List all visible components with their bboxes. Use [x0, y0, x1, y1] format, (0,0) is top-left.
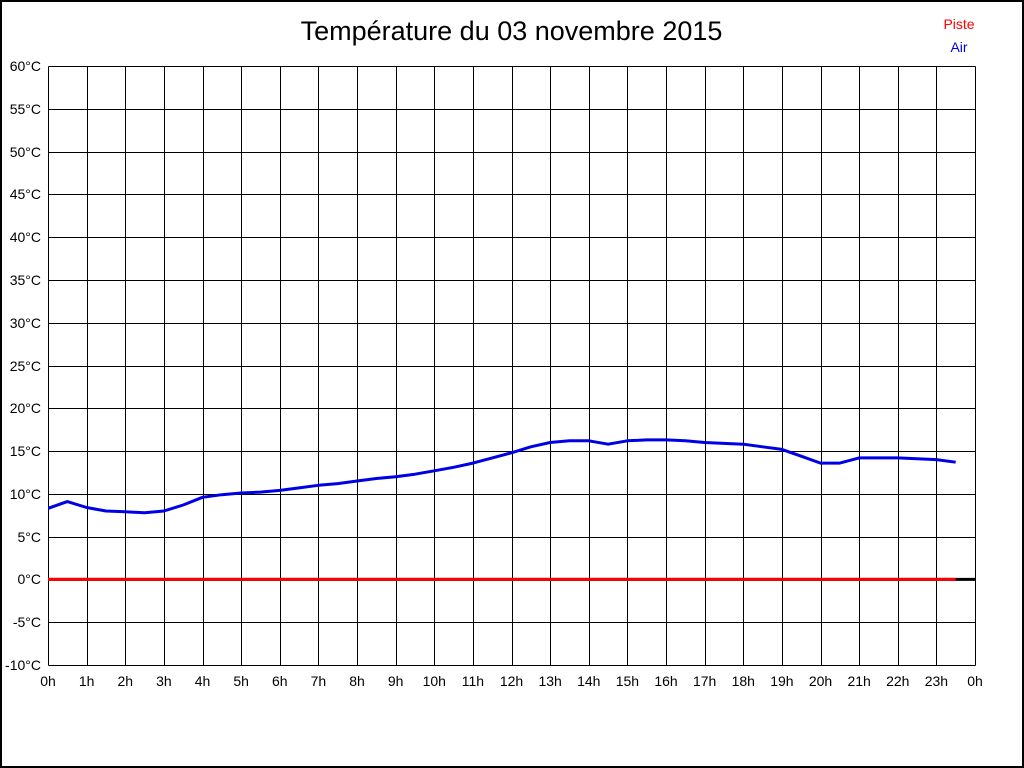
x-tick-label: 19h — [770, 673, 794, 689]
y-tick-label: 60°C — [9, 58, 41, 74]
x-tick-label: 23h — [924, 673, 949, 689]
x-tick-label: 6h — [271, 673, 288, 689]
plot-area — [47, 66, 976, 666]
y-tick-label: -5°C — [12, 614, 41, 631]
y-tick-label: 20°C — [9, 400, 41, 417]
series-air-line — [47, 438, 956, 515]
x-tick-label: 13h — [538, 673, 562, 689]
y-axis-ticks: 60°C 55°C 50°C 45°C 40°C 35°C 30°C 25°C 20°C 15°C… — [0, 0, 44, 768]
x-tick-label: 22h — [886, 673, 910, 689]
grid — [48, 66, 976, 666]
x-tick-label: 0h — [967, 673, 983, 689]
x-axis-ticks: 0h 1h 2h 3h 4h 5h 6h 7h 8h 9h 10h 11h 12h 13h 14h 15h 16… — [0, 672, 1024, 692]
y-tick-label: 45°C — [9, 186, 41, 203]
x-tick-label: 20h — [808, 673, 833, 689]
x-tick-label: 10h — [422, 673, 446, 689]
x-tick-label: 8h — [349, 673, 365, 689]
y-tick-label: 35°C — [9, 271, 41, 288]
x-tick-label: 7h — [310, 673, 327, 689]
x-tick-label: 11h — [461, 673, 485, 689]
x-tick-label: 21h — [847, 673, 871, 689]
x-tick-label: 14h — [577, 673, 601, 689]
y-tick-label: 5°C — [17, 528, 42, 545]
x-tick-label: 4h — [194, 673, 211, 689]
x-tick-label: 9h — [387, 673, 404, 689]
chart-svg — [47, 66, 976, 666]
y-tick-label: 55°C — [9, 100, 41, 117]
chart-title: Température du 03 novembre 2015 — [300, 16, 723, 46]
legend: Piste Air — [926, 13, 992, 59]
y-tick-label: 25°C — [9, 357, 41, 374]
x-tick-label: 17h — [692, 673, 717, 689]
x-tick-label: 3h — [156, 673, 172, 689]
y-tick-label: 10°C — [9, 485, 41, 502]
x-tick-label: 0h — [40, 673, 56, 689]
y-tick-label: 50°C — [9, 143, 41, 160]
y-tick-label: 15°C — [9, 443, 41, 460]
x-tick-label: 15h — [615, 673, 640, 689]
x-tick-label: 18h — [731, 673, 755, 689]
legend-item-air: Air — [950, 39, 968, 55]
y-tick-label: 0°C — [17, 571, 42, 588]
y-tick-label: 30°C — [9, 314, 41, 331]
x-tick-label: 16h — [654, 673, 678, 689]
y-tick-label: 40°C — [9, 229, 41, 246]
x-tick-label: 5h — [233, 673, 249, 689]
x-tick-label: 12h — [499, 673, 524, 689]
legend-item-piste: Piste — [943, 16, 975, 32]
x-tick-label: 2h — [117, 673, 134, 689]
y-tick-label: -10°C — [5, 657, 41, 673]
x-tick-label: 1h — [78, 673, 95, 689]
